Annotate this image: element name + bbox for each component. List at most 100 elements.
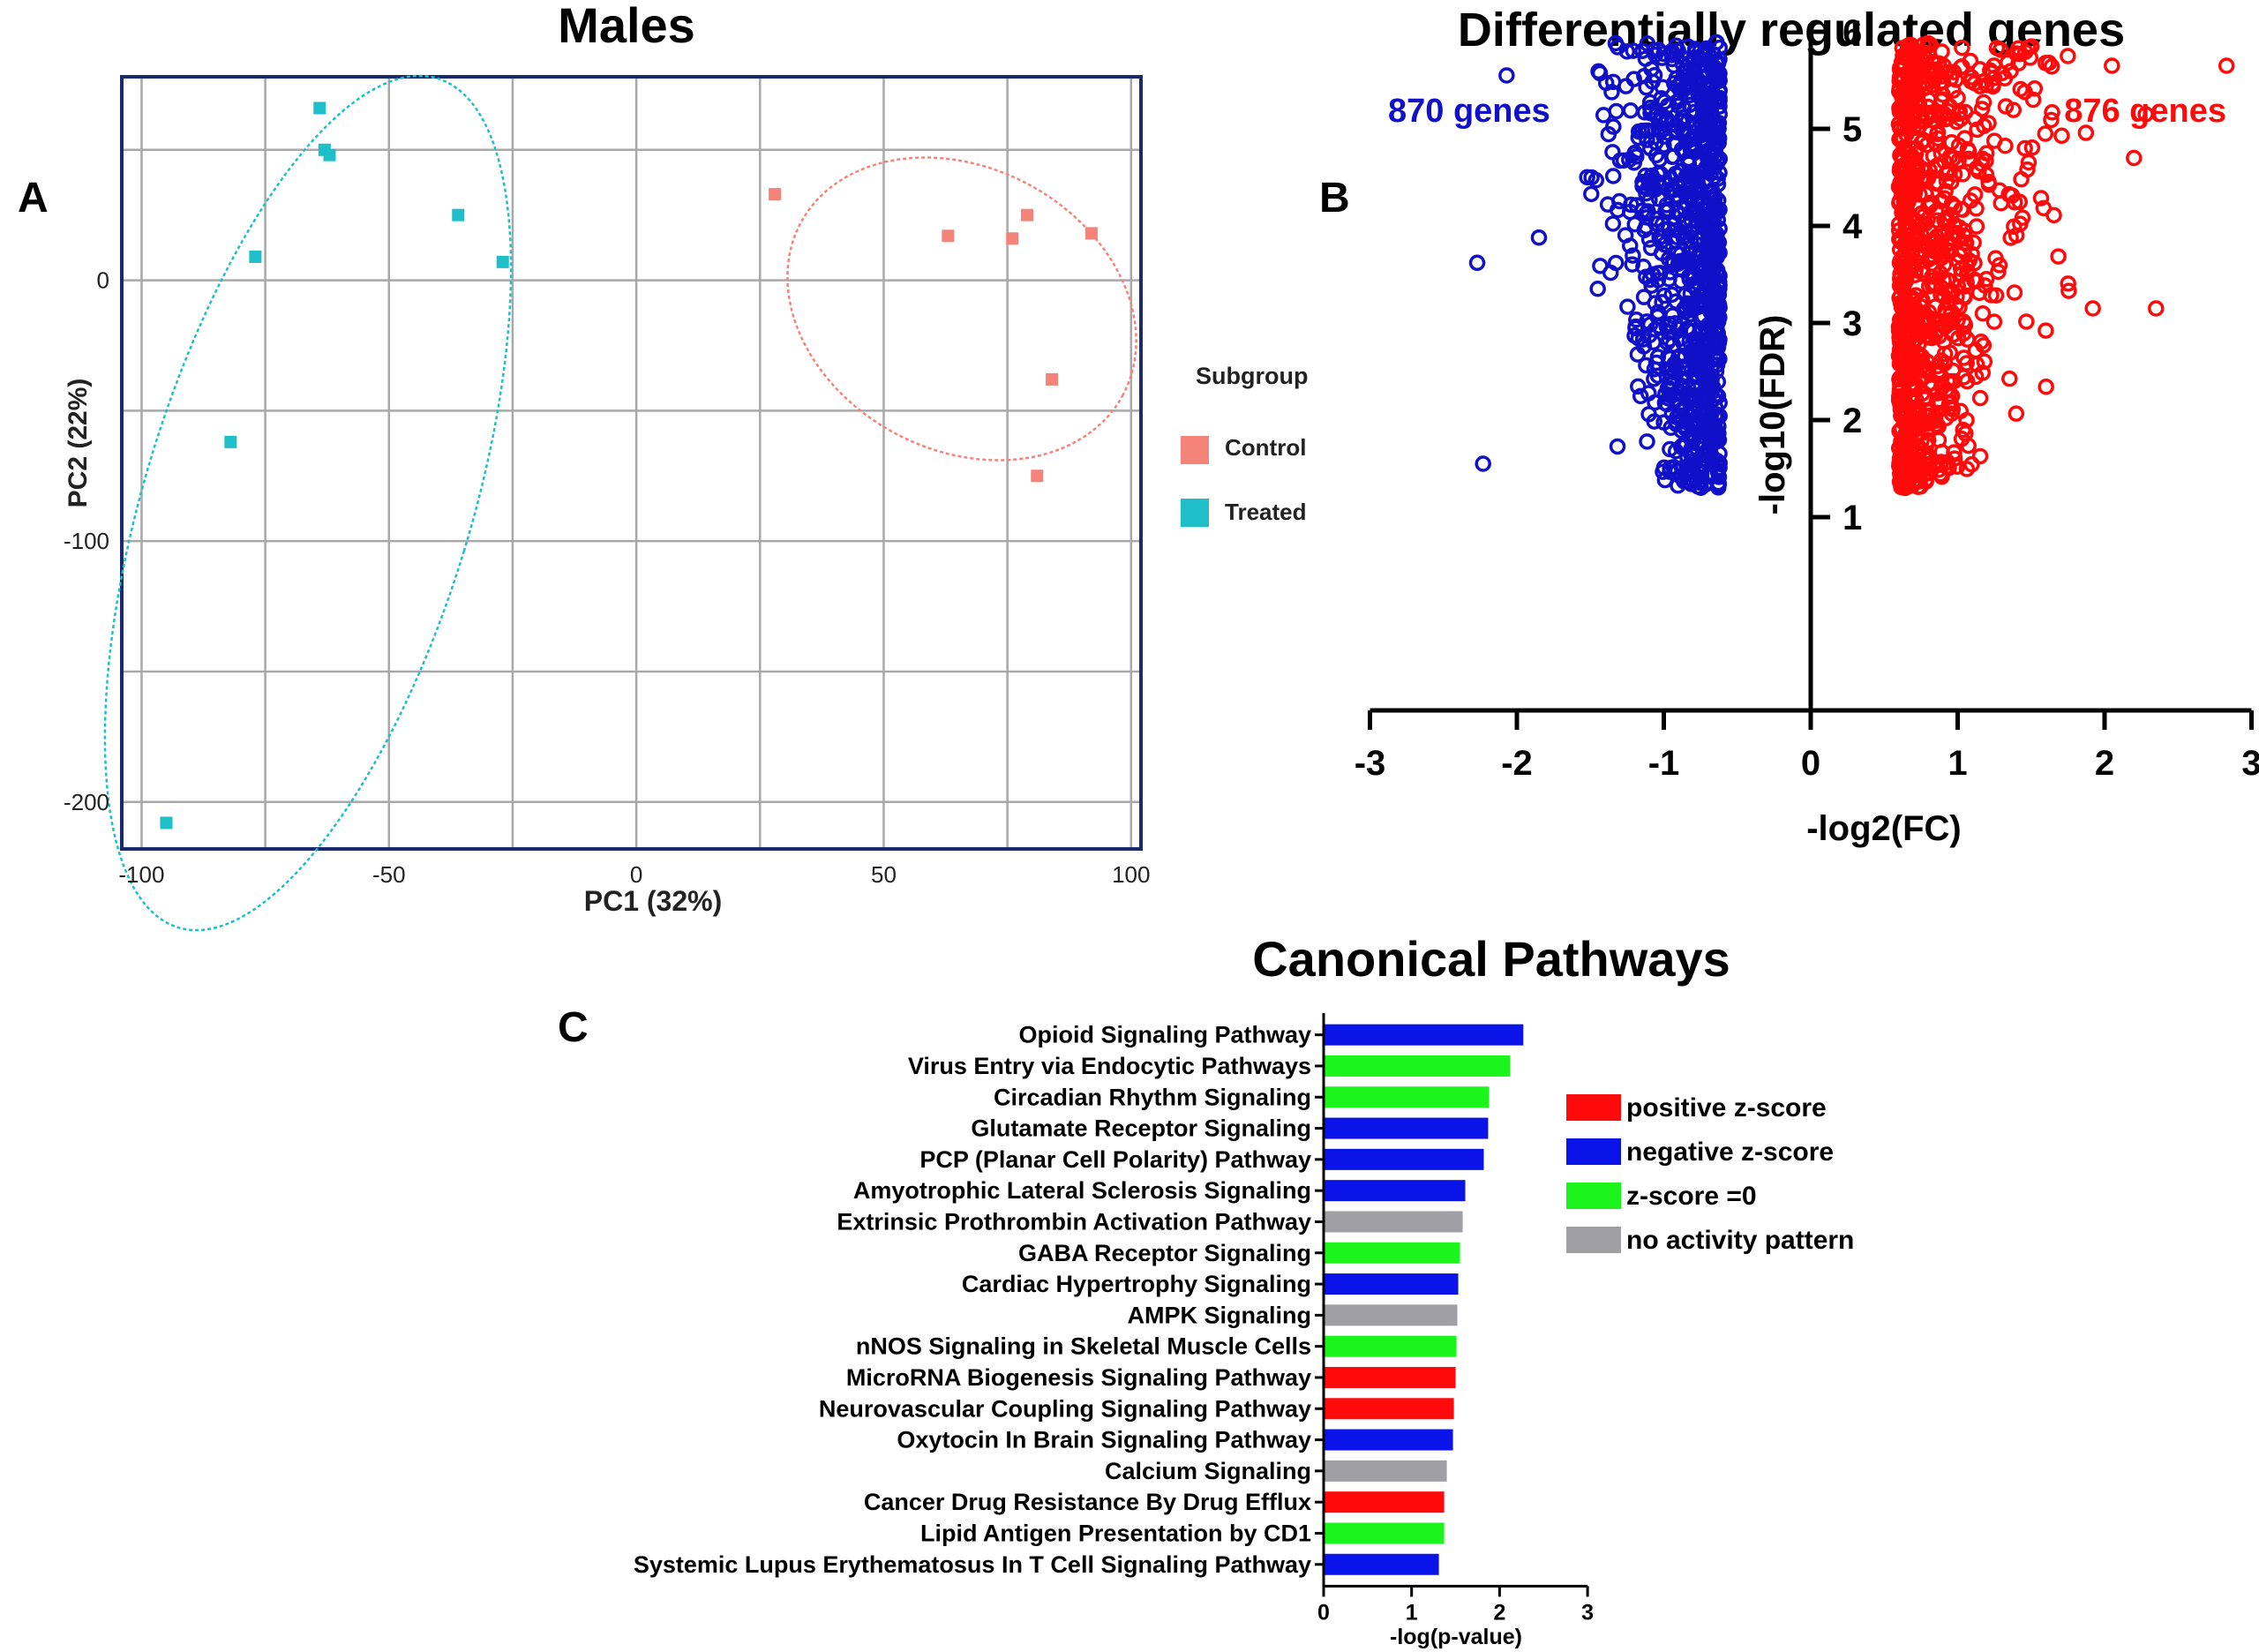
upregulated-gene-point — [1893, 299, 1910, 316]
y-tick-label: -100 — [64, 528, 109, 554]
panel-c-bars: Opioid Signaling Pathway Virus Entry via … — [634, 1022, 1524, 1578]
upregulated-gene-point — [2218, 57, 2235, 74]
pathway-label: Calcium Signaling — [1105, 1458, 1311, 1484]
downregulated-gene-point — [1659, 200, 1677, 218]
panel-a-points — [160, 101, 1098, 830]
downregulated-gene-point — [1705, 230, 1722, 248]
downregulated-gene-point — [1639, 433, 1655, 450]
upregulated-gene-point — [1943, 134, 1960, 151]
pathway-label: AMPK Signaling — [1128, 1302, 1312, 1328]
pathway-bar — [1324, 1335, 1457, 1357]
upregulated-gene-point — [1954, 39, 1970, 56]
upregulated-gene-point — [2050, 248, 2067, 265]
control-point — [1021, 208, 1034, 222]
upregulated-gene-point — [1954, 58, 1970, 75]
upregulated-gene-point — [1897, 272, 1915, 289]
upregulated-gene-point — [1902, 151, 1919, 169]
panel-a-y-axis-label: PC2 (22%) — [64, 379, 93, 508]
x-tick-label: 3 — [2241, 744, 2259, 783]
downregulated-gene-point — [1675, 112, 1692, 130]
downregulated-gene-point — [1630, 330, 1647, 347]
panel-b-axes: -3 -2 -1 0 1 2 3 1 2 3 4 5 6 — [1355, 13, 2259, 783]
panel-a-ellipses — [103, 74, 1137, 932]
upregulated-gene-point — [1957, 103, 1974, 121]
upregulated-gene-point — [1933, 91, 1950, 108]
downregulated-gene-point — [1685, 64, 1702, 81]
pathway-bar — [1324, 1148, 1484, 1170]
upregulated-gene-point — [1938, 172, 1955, 190]
upregulated-gene-point — [1990, 263, 2007, 281]
upregulated-gene-point — [2020, 154, 2038, 171]
panel-a-y-tick-labels: 0 -100 -200 — [64, 267, 109, 815]
upregulated-gene-point — [1971, 389, 1989, 407]
downregulated-gene-point — [1686, 71, 1703, 88]
upregulated-gene-point — [1908, 392, 1925, 409]
panel-c-axes: 0 1 2 3 — [1317, 1013, 1594, 1625]
pathway-bar — [1324, 1429, 1453, 1451]
downregulated-gene-point — [1643, 102, 1661, 119]
control-point — [942, 229, 955, 243]
legend-swatch-none — [1566, 1227, 1621, 1253]
upregulated-gene-point — [1894, 58, 1911, 76]
downregulated-gene-point — [1671, 252, 1688, 270]
upregulated-gene-point — [1955, 349, 1972, 366]
upregulated-gene-point — [1955, 166, 1971, 183]
pathway-label: nNOS Signaling in Skeletal Muscle Cells — [856, 1333, 1311, 1360]
upregulated-gene-point — [2010, 55, 2027, 71]
upregulated-gene-point — [1992, 41, 2009, 58]
upregulated-gene-point — [2016, 139, 2033, 157]
upregulated-gene-point — [1919, 449, 1937, 467]
downregulated-gene-point — [1610, 39, 1626, 56]
upregulated-gene-point — [1950, 105, 1967, 123]
downregulated-gene-point — [1621, 237, 1639, 254]
panel-b-points — [1468, 34, 2235, 497]
pathway-bar — [1324, 1086, 1490, 1108]
y-tick-label: 6 — [1842, 13, 1862, 52]
downregulated-gene-point — [1655, 137, 1672, 154]
upregulated-gene-point — [1947, 199, 1963, 215]
upregulated-gene-point — [1975, 94, 1993, 111]
pathway-label: PCP (Planar Cell Polarity) Pathway — [919, 1146, 1311, 1173]
downregulated-gene-point — [1653, 244, 1670, 261]
upregulated-gene-point — [1954, 201, 1971, 218]
upregulated-gene-point — [2002, 229, 2019, 246]
treated-point — [496, 255, 509, 268]
upregulated-gene-point — [1963, 69, 1980, 86]
upregulated-gene-point — [2084, 300, 2101, 317]
downregulated-gene-point — [1707, 282, 1725, 300]
pathway-label: Systemic Lupus Erythematosus In T Cell S… — [634, 1551, 1311, 1578]
legend-control-swatch — [1181, 436, 1209, 464]
panel-c-letter: C — [558, 1004, 589, 1051]
upregulated-gene-point — [1991, 257, 2008, 274]
x-tick-label: -2 — [1501, 744, 1533, 783]
upregulated-gene-point — [1933, 468, 1950, 485]
upregulated-gene-point — [1955, 278, 1973, 295]
upregulated-gene-point — [1962, 192, 1979, 209]
downregulated-gene-point — [1707, 339, 1724, 356]
control-point — [1006, 232, 1019, 245]
downregulated-gene-point — [1678, 420, 1695, 438]
downregulated-gene-point — [1655, 463, 1671, 480]
downregulated-gene-point — [1666, 215, 1684, 232]
upregulated-gene-point — [1932, 394, 1949, 411]
panel-b-letter: B — [1319, 175, 1350, 222]
upregulated-gene-point — [2006, 284, 2023, 301]
downregulated-gene-point — [1647, 321, 1664, 338]
upregulated-gene-point — [2126, 149, 2143, 167]
downregulated-gene-point — [1589, 281, 1606, 297]
upregulated-gene-point — [2043, 58, 2060, 75]
panel-a-x-axis-label: PC1 (32%) — [584, 885, 723, 917]
upregulated-gene-point — [1958, 461, 1976, 477]
downregulated-gene-point — [1628, 312, 1645, 328]
upregulated-gene-point — [1892, 316, 1909, 334]
upregulated-gene-point — [2077, 124, 2095, 141]
upregulated-gene-point — [1917, 388, 1934, 406]
pathway-label: Opioid Signaling Pathway — [1018, 1022, 1311, 1048]
upregulated-gene-point — [2000, 185, 2017, 203]
upregulated-gene-point — [1892, 120, 1910, 137]
downregulated-gene-point — [1604, 144, 1621, 161]
x-tick-label: 1 — [1406, 1600, 1418, 1625]
downregulated-gene-point — [1530, 229, 1548, 246]
upregulated-gene-point — [2013, 170, 2030, 188]
